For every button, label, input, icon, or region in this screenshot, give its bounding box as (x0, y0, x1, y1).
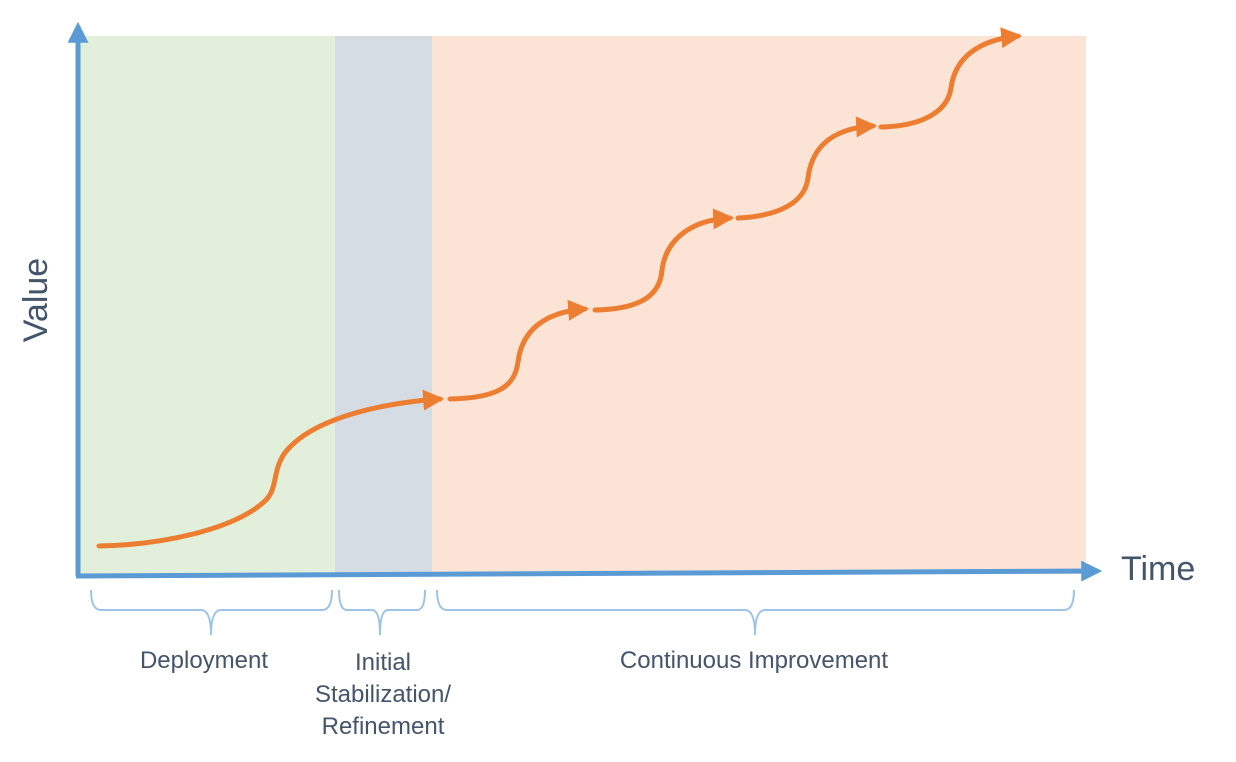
deployment-phase-label: Deployment (139, 647, 269, 674)
deployment-phase-band (80, 36, 335, 574)
stabilization-phase-label: Initial Stabilization/ Refinement (283, 647, 483, 743)
y-axis-title: Value (17, 257, 55, 343)
curve-segment-step-4 (878, 27, 1023, 130)
stabilization-brace (338, 589, 426, 636)
x-axis-title: Time (1121, 550, 1196, 588)
stabilization-label-line-1: Initial (354, 649, 412, 676)
improvement-phase-label: Continuous Improvement (619, 647, 889, 674)
stabilization-phase-band (335, 36, 432, 574)
x-axis (75, 560, 1103, 582)
curve-segment-step-2 (592, 208, 735, 313)
improvement-brace (436, 589, 1075, 636)
value-curve (96, 27, 1023, 549)
stabilization-label-line-3: Refinement (321, 713, 445, 740)
improvement-phase-band (432, 36, 1086, 574)
stabilization-label-line-2: Stabilization/ (314, 681, 452, 708)
deployment-brace (90, 589, 333, 636)
curve-segment-deployment (96, 389, 445, 549)
curve-segment-step-1 (447, 299, 590, 402)
curve-segment-step-3 (735, 116, 878, 221)
